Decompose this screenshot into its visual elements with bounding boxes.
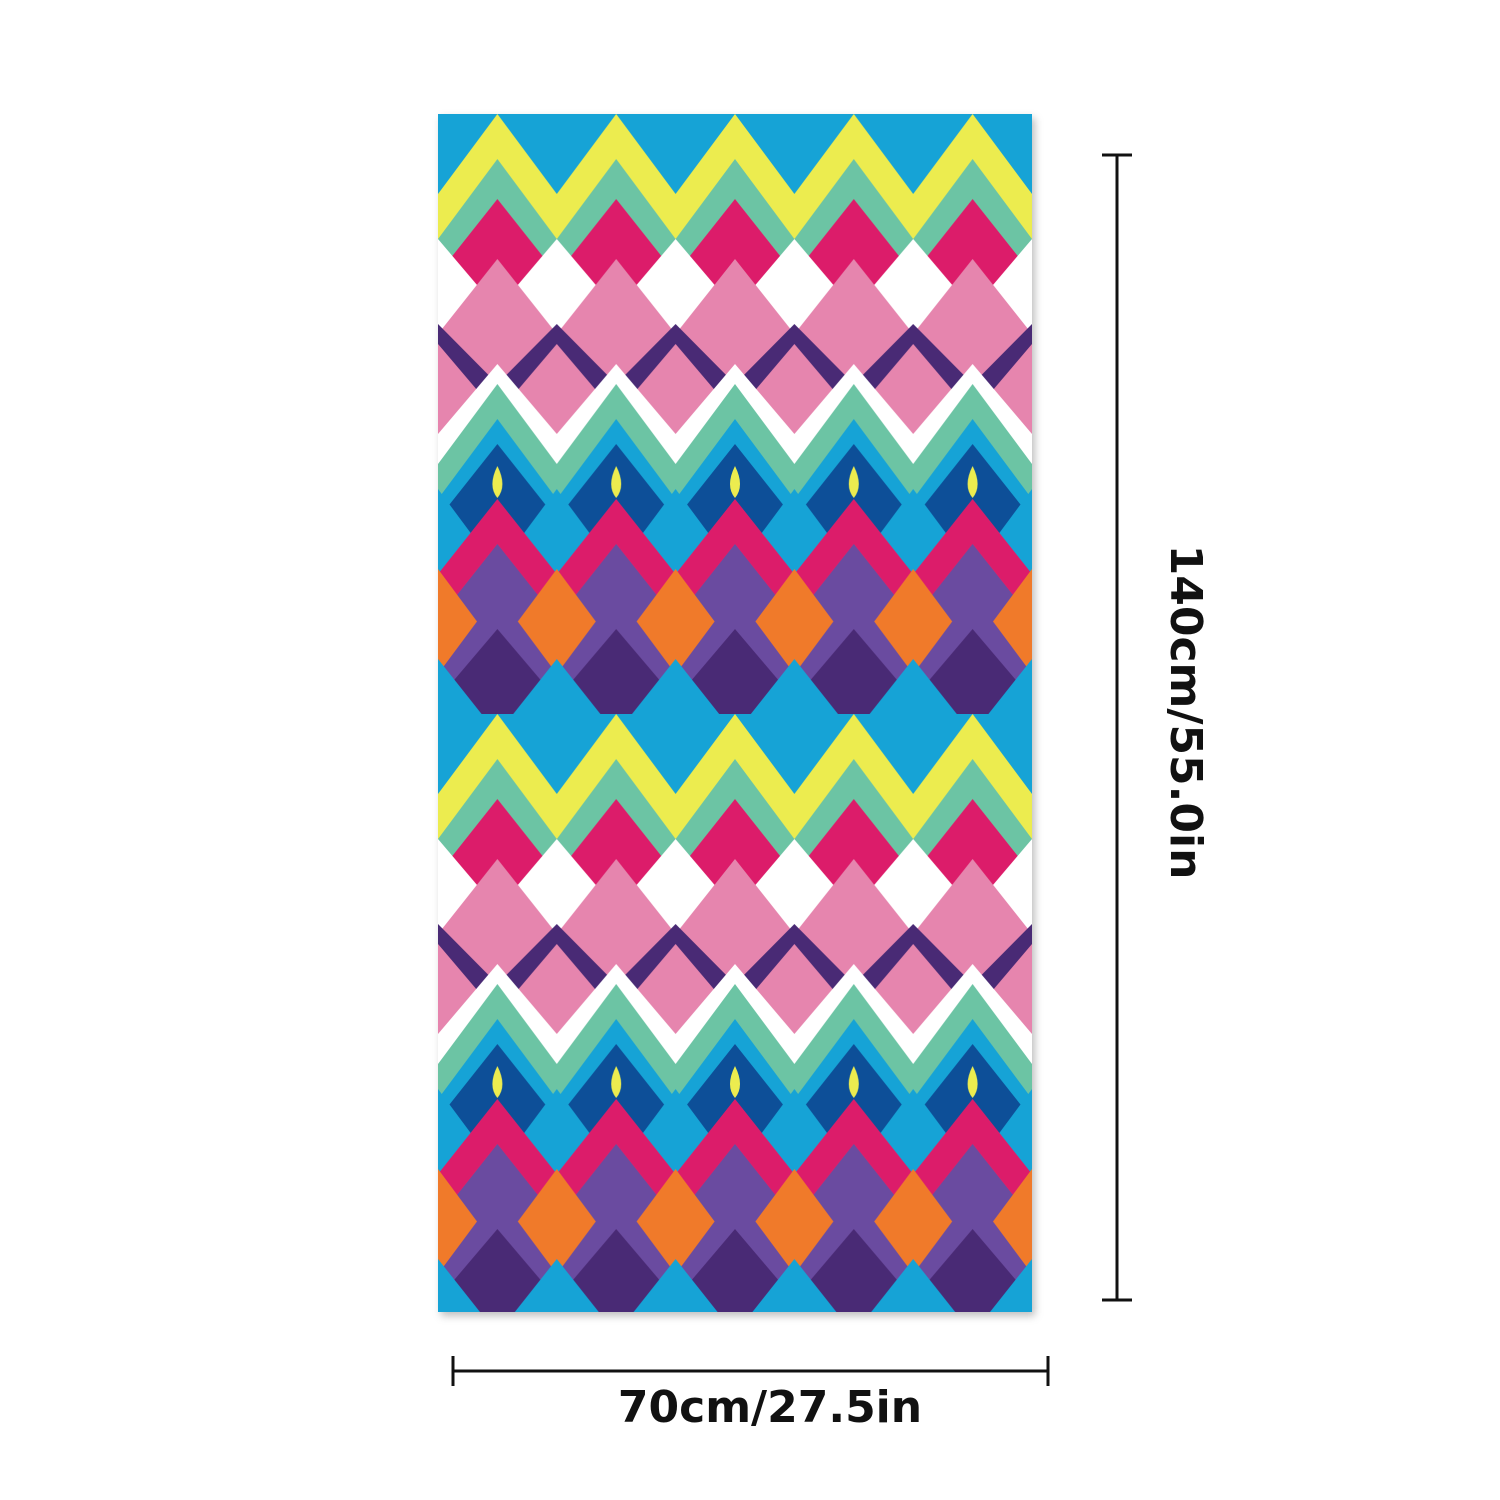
width-label: 70cm/27.5in — [618, 1382, 922, 1433]
height-dimension — [1102, 153, 1132, 1302]
height-label: 140cm/55.0in — [1160, 545, 1211, 880]
width-dimension — [451, 1356, 1050, 1386]
towel — [438, 114, 1032, 1312]
